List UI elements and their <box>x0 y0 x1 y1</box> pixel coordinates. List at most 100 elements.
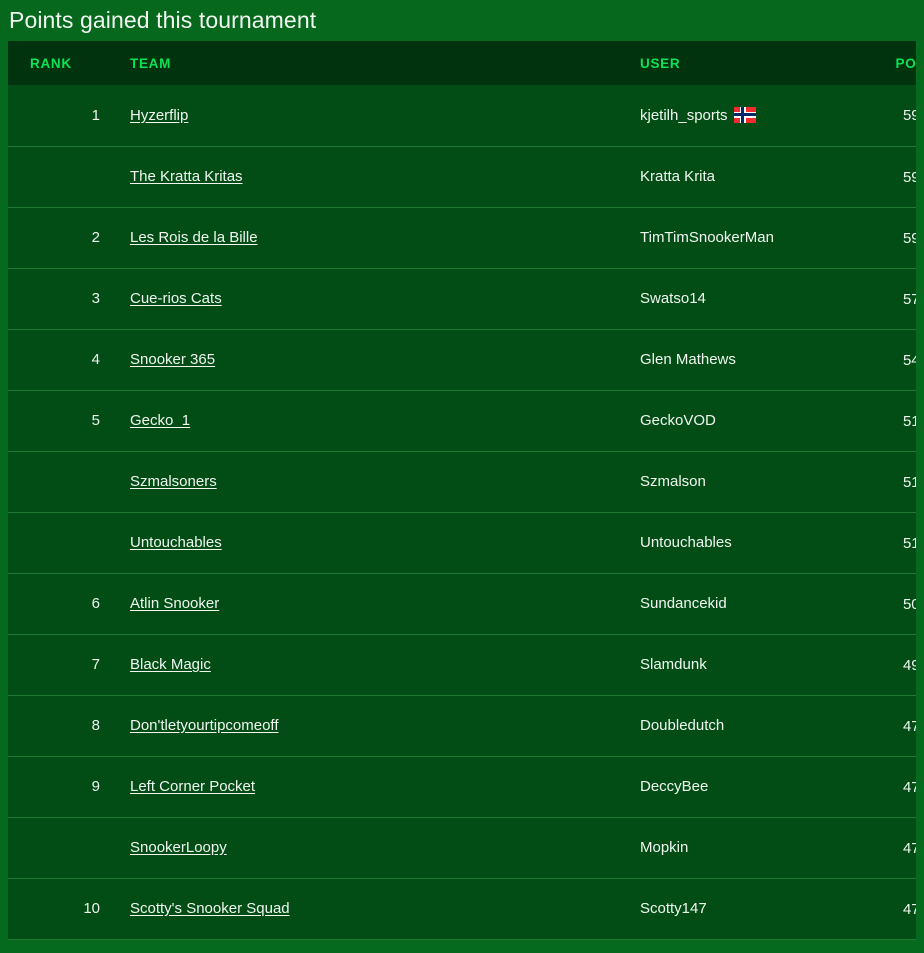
cell-points: 572 <box>828 268 916 329</box>
points-value: 599 <box>902 107 916 125</box>
column-header-rank[interactable]: RANK <box>30 55 72 71</box>
team-link[interactable]: Left Corner Pocket <box>130 778 256 795</box>
table-row[interactable]: 3 Cue-rios Cats Swatso14 572 <box>8 268 916 329</box>
cell-rank: 9 <box>91 778 100 795</box>
points-value: 492 <box>902 656 916 674</box>
cell-points: 599 <box>828 207 916 268</box>
cell-rank: 4 <box>91 351 100 368</box>
team-link[interactable]: Snooker 365 <box>130 351 216 368</box>
team-link[interactable]: Cue-rios Cats <box>130 290 222 307</box>
team-link[interactable]: The Kratta Kritas <box>130 168 243 185</box>
cell-team: The Kratta Kritas <box>122 146 636 207</box>
points-value: 599 <box>902 229 916 247</box>
cell-rank <box>8 451 122 512</box>
points-value: 599 <box>902 168 916 186</box>
cell-rank: 8 <box>91 717 100 734</box>
user-name: Swatso14 <box>640 290 706 307</box>
user-name: Doubledutch <box>640 717 725 734</box>
table-row[interactable]: 7 Black Magic Slamdunk 492 <box>8 634 916 695</box>
cell-points: 599 <box>828 146 916 207</box>
cell-rank <box>8 817 122 878</box>
user-name: Slamdunk <box>640 656 707 673</box>
table-row[interactable]: Szmalsoners Szmalson 519 <box>8 451 916 512</box>
points-value: 519 <box>902 473 916 491</box>
cell-user: Glen Mathews <box>636 329 828 390</box>
cell-team: Left Corner Pocket <box>122 756 636 817</box>
cell-team: Gecko_1 <box>122 390 636 451</box>
cell-team: Black Magic <box>122 634 636 695</box>
user-name: Mopkin <box>640 839 689 856</box>
cell-rank <box>8 512 122 573</box>
team-link[interactable]: Atlin Snooker <box>130 595 220 612</box>
table-row[interactable]: 9 Left Corner Pocket DeccyBee 479 <box>8 756 916 817</box>
cell-user: Sundancekid <box>636 573 828 634</box>
cell-team: Hyzerflip <box>122 85 636 146</box>
cell-rank: 6 <box>91 595 100 612</box>
table-header: RANK TEAM USER POINTS <box>8 41 916 85</box>
cell-rank: 7 <box>91 656 100 673</box>
leaderboard-table: RANK TEAM USER POINTS 1 Hyzerflip kjetilh_… <box>8 41 916 940</box>
points-value: 479 <box>902 717 916 735</box>
cell-rank: 10 <box>83 900 100 917</box>
cell-team: Szmalsoners <box>122 451 636 512</box>
team-link[interactable]: Scotty's Snooker Squad <box>130 900 290 917</box>
cell-user: GeckoVOD <box>636 390 828 451</box>
cell-team: Les Rois de la Bille <box>122 207 636 268</box>
table-row[interactable]: 5 Gecko_1 GeckoVOD 519 <box>8 390 916 451</box>
column-header-user[interactable]: USER <box>640 55 681 71</box>
table-header-row: RANK TEAM USER POINTS <box>8 41 916 85</box>
cell-team: Atlin Snooker <box>122 573 636 634</box>
cell-points: 492 <box>828 634 916 695</box>
user-name: DeccyBee <box>640 778 709 795</box>
cell-rank <box>8 146 122 207</box>
user-name: kjetilh_sports <box>640 106 728 124</box>
column-header-points[interactable]: POINTS <box>895 55 916 71</box>
cell-user: Untouchables <box>636 512 828 573</box>
cell-user: Swatso14 <box>636 268 828 329</box>
team-link[interactable]: Les Rois de la Bille <box>130 229 258 246</box>
points-value: 545 <box>902 351 916 369</box>
team-link[interactable]: Szmalsoners <box>130 473 217 490</box>
points-value: 505 <box>902 595 916 613</box>
cell-user: DeccyBee <box>636 756 828 817</box>
table-row[interactable]: SnookerLoopy Mopkin 479 <box>8 817 916 878</box>
user-name: TimTimSnookerMan <box>640 229 774 246</box>
table-row[interactable]: 1 Hyzerflip kjetilh_sports 599 <box>8 85 916 146</box>
cell-user: Kratta Krita <box>636 146 828 207</box>
cell-user: Doubledutch <box>636 695 828 756</box>
user-name: GeckoVOD <box>640 412 716 429</box>
cell-team: Untouchables <box>122 512 636 573</box>
table-row[interactable]: 10 Scotty's Snooker Squad Scotty147 479 <box>8 878 916 939</box>
cell-team: SnookerLoopy <box>122 817 636 878</box>
team-link[interactable]: SnookerLoopy <box>130 839 227 856</box>
table-row[interactable]: 6 Atlin Snooker Sundancekid 505 <box>8 573 916 634</box>
cell-points: 505 <box>828 573 916 634</box>
team-link[interactable]: Untouchables <box>130 534 222 551</box>
cell-points: 519 <box>828 451 916 512</box>
user-name: Scotty147 <box>640 900 707 917</box>
team-link[interactable]: Hyzerflip <box>130 106 189 124</box>
table-row[interactable]: 8 Don'tletyourtipcomeoff Doubledutch 479 <box>8 695 916 756</box>
cell-user: Slamdunk <box>636 634 828 695</box>
table-row[interactable]: 4 Snooker 365 Glen Mathews 545 <box>8 329 916 390</box>
cell-rank: 2 <box>91 229 100 246</box>
points-value: 479 <box>902 839 916 857</box>
user-name: Szmalson <box>640 473 706 490</box>
points-value: 479 <box>902 900 916 918</box>
table-row[interactable]: The Kratta Kritas Kratta Krita 599 <box>8 146 916 207</box>
team-link[interactable]: Gecko_1 <box>130 412 191 429</box>
cell-points: 479 <box>828 817 916 878</box>
user-name: Untouchables <box>640 534 732 551</box>
column-header-team[interactable]: TEAM <box>130 55 172 71</box>
cell-rank: 5 <box>91 412 100 429</box>
team-link[interactable]: Black Magic <box>130 656 211 673</box>
cell-user: Scotty147 <box>636 878 828 939</box>
leaderboard-table-container: RANK TEAM USER POINTS 1 Hyzerflip kjetilh_… <box>8 41 916 940</box>
cell-points: 479 <box>828 695 916 756</box>
table-row[interactable]: Untouchables Untouchables 519 <box>8 512 916 573</box>
table-row[interactable]: 2 Les Rois de la Bille TimTimSnookerMan 599 <box>8 207 916 268</box>
team-link[interactable]: Don'tletyourtipcomeoff <box>130 717 279 734</box>
cell-user: kjetilh_sports <box>636 85 828 146</box>
